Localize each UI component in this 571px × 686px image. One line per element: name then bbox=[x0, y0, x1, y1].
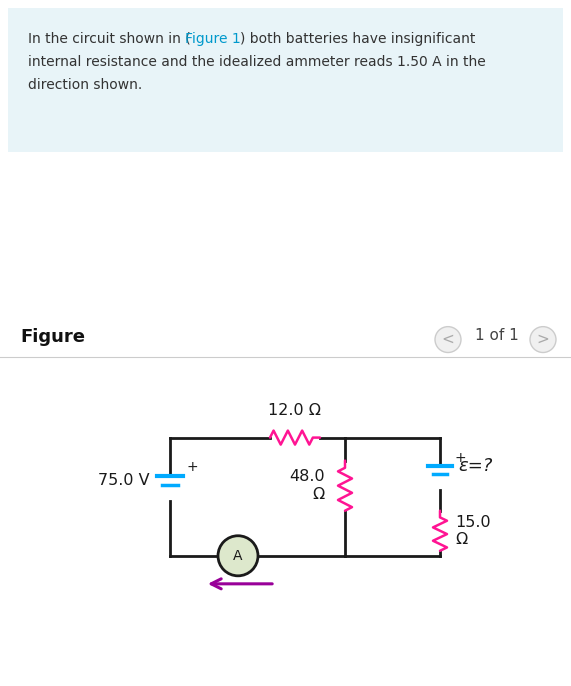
Text: 1 of 1: 1 of 1 bbox=[475, 328, 518, 342]
Text: ) both batteries have insignificant: ) both batteries have insignificant bbox=[240, 32, 476, 46]
Circle shape bbox=[218, 536, 258, 576]
Text: A: A bbox=[233, 549, 243, 563]
Text: direction shown.: direction shown. bbox=[28, 78, 142, 92]
Text: 12.0 Ω: 12.0 Ω bbox=[268, 403, 321, 418]
Text: Figure: Figure bbox=[20, 328, 85, 346]
Text: ε=?: ε=? bbox=[458, 457, 492, 475]
Text: 75.0 V: 75.0 V bbox=[98, 473, 150, 488]
Text: +: + bbox=[186, 460, 198, 473]
FancyBboxPatch shape bbox=[8, 8, 563, 152]
Circle shape bbox=[435, 327, 461, 353]
Text: internal resistance and the idealized ammeter reads 1.50 A in the: internal resistance and the idealized am… bbox=[28, 55, 486, 69]
Text: >: > bbox=[537, 332, 549, 347]
Circle shape bbox=[530, 327, 556, 353]
Text: Figure 1: Figure 1 bbox=[185, 32, 241, 46]
Text: 48.0
Ω: 48.0 Ω bbox=[289, 469, 325, 502]
Text: 15.0
Ω: 15.0 Ω bbox=[455, 514, 490, 547]
Text: In the circuit shown in (: In the circuit shown in ( bbox=[28, 32, 191, 46]
Text: <: < bbox=[441, 332, 455, 347]
Text: +: + bbox=[454, 451, 465, 464]
